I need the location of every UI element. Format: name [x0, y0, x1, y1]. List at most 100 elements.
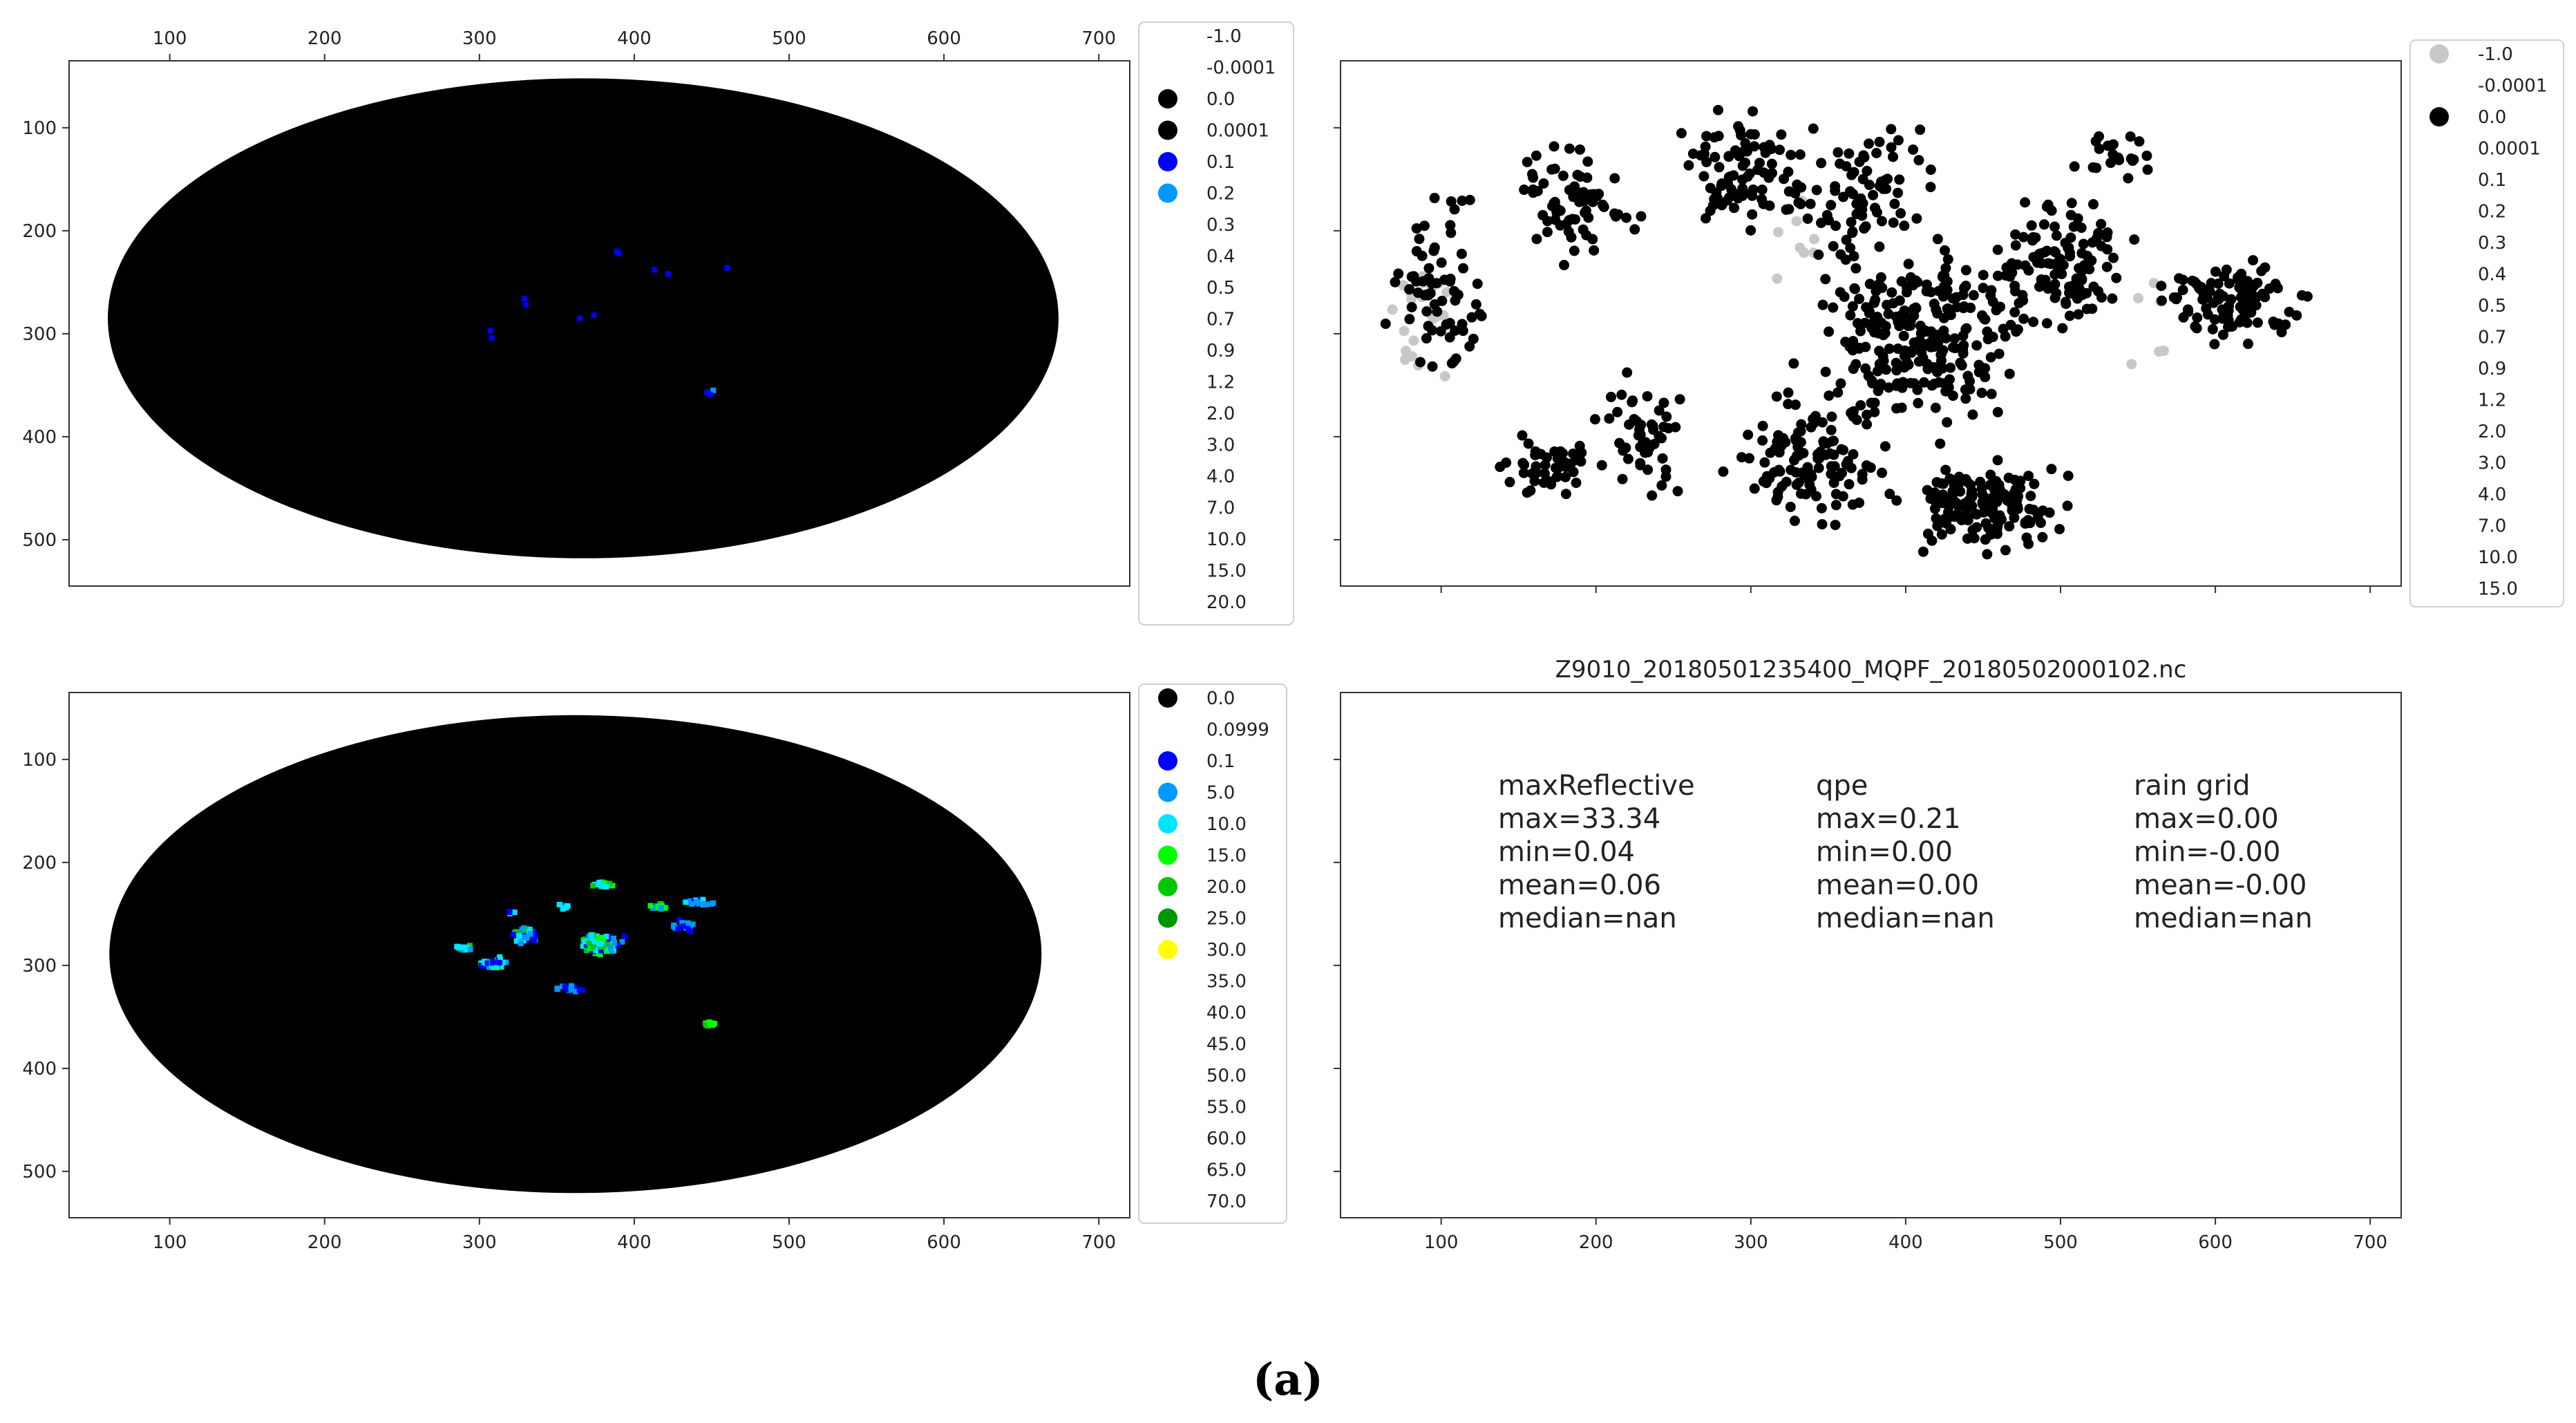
scatter-point [1863, 370, 1874, 381]
scatter-point [1832, 387, 1844, 398]
scatter-point [1549, 446, 1560, 457]
scatter-point [1802, 213, 1813, 224]
scatter-point [1523, 438, 1534, 449]
scatter-point [1576, 447, 1587, 458]
scatter-point [1962, 515, 1973, 526]
scatter-point [1864, 138, 1875, 149]
scatter-point [1829, 461, 1840, 472]
scatter-point [1764, 140, 1775, 151]
scatter-point [1820, 366, 1831, 377]
scatter-point [2003, 472, 2014, 483]
scatter-point [1864, 306, 1875, 317]
figure-caption: (a) [1253, 1354, 1323, 1406]
scatter-point [2156, 281, 2167, 292]
echo-pixel [582, 939, 588, 945]
x-tick-label: 200 [1579, 1232, 1613, 1253]
scatter-point [1658, 422, 1669, 433]
scatter-point [2041, 318, 2052, 329]
echo-pixel [603, 934, 609, 940]
scatter-point [1824, 326, 1835, 337]
echo-pixel [616, 250, 622, 256]
echo-pixel [619, 939, 625, 945]
scatter-point [2094, 143, 2105, 154]
stats-value: max=0.00 [2134, 803, 2279, 835]
echo-pixel [496, 959, 502, 965]
scatter-point [1621, 212, 1632, 223]
scatter-point [1406, 302, 1417, 313]
scatter-point [2082, 250, 2093, 261]
x-tick-label: 200 [307, 28, 342, 49]
scatter-point [1538, 478, 1549, 489]
scatter-point [1945, 310, 1956, 321]
scatter-point [1940, 245, 1951, 256]
legend-label: 0.2 [2478, 202, 2506, 223]
scatter-point [2073, 309, 2084, 320]
scatter-point [1759, 457, 1770, 468]
scatter-point [1930, 402, 1941, 413]
scatter-point [1616, 389, 1627, 400]
scatter-point [1635, 460, 1646, 471]
legend-marker [1158, 89, 1177, 109]
scatter-point [2208, 297, 2219, 308]
scatter-point [1542, 227, 1553, 238]
scatter-point [1906, 347, 1917, 358]
scatter-point [1850, 263, 1862, 274]
scatter-point [1647, 490, 1658, 501]
scatter-point [2060, 296, 2071, 308]
legend-marker [1158, 183, 1177, 203]
legend-label: 0.0 [1206, 89, 1235, 110]
scatter-point [1878, 330, 1889, 341]
scatter-point [1944, 374, 1955, 385]
scatter-point [1733, 121, 1744, 132]
scatter-point [1978, 507, 1989, 518]
echo-pixel [675, 926, 681, 932]
plot-frame [68, 60, 1130, 587]
scatter-point [1848, 251, 1859, 262]
scatter-point [1960, 498, 1971, 509]
scatter-point [1913, 155, 1924, 166]
scatter-point [1786, 149, 1797, 160]
legend-marker [1158, 120, 1177, 140]
scatter-point [1985, 352, 1996, 363]
scatter-point [1874, 241, 1885, 252]
scatter-point [1893, 135, 1904, 146]
scatter-point [1589, 245, 1600, 256]
y-tick-label: 500 [22, 530, 57, 551]
scatter-point [1993, 348, 2005, 359]
scatter-point [2000, 545, 2011, 556]
scatter-point [1886, 287, 1897, 298]
scatter-point [1991, 496, 2002, 507]
echo-pixel [484, 960, 491, 966]
scatter-point [1646, 419, 1657, 430]
echo-pixel [556, 901, 562, 907]
scatter-point [1820, 274, 1831, 285]
echo-pixel [511, 910, 518, 916]
scatter-point [1427, 325, 1438, 336]
scatter-point [1446, 227, 1457, 238]
legend-qpe: 0.0 0.0999 0.1 5.0 10.0 15.0 20.0 25.0 30.0 35.0 4… [1138, 684, 1287, 1224]
legend-label: 55.0 [1206, 1097, 1247, 1118]
scatter-point [1582, 172, 1593, 183]
scatter-point [1896, 402, 1907, 413]
echo-pixel [704, 389, 710, 395]
scatter-point [1563, 226, 1574, 237]
echo-pixel [724, 265, 730, 271]
scatter-point [1837, 491, 1848, 502]
scatter-points [1380, 104, 2313, 560]
scatter-point [1978, 270, 1989, 281]
scatter-point [1818, 436, 1829, 447]
scatter-point [1960, 393, 1971, 404]
scatter-point [1893, 317, 1904, 328]
scatter-point [1560, 471, 1571, 482]
scatter-point [1517, 458, 1528, 469]
scatter-point [1522, 156, 1533, 167]
scatter-point [1855, 326, 1866, 337]
scatter-point [1886, 124, 1897, 135]
scatter-point [2078, 238, 2089, 249]
axes-maxReflective: 100 200 300 400 500 600 700 100 200 300 400 500 [22, 28, 1130, 587]
scatter-point [1441, 287, 1452, 298]
scatter-point [1525, 485, 1536, 496]
scatter-point [2038, 219, 2049, 230]
scatter-point [2192, 312, 2203, 323]
scatter-point [1847, 301, 1858, 312]
